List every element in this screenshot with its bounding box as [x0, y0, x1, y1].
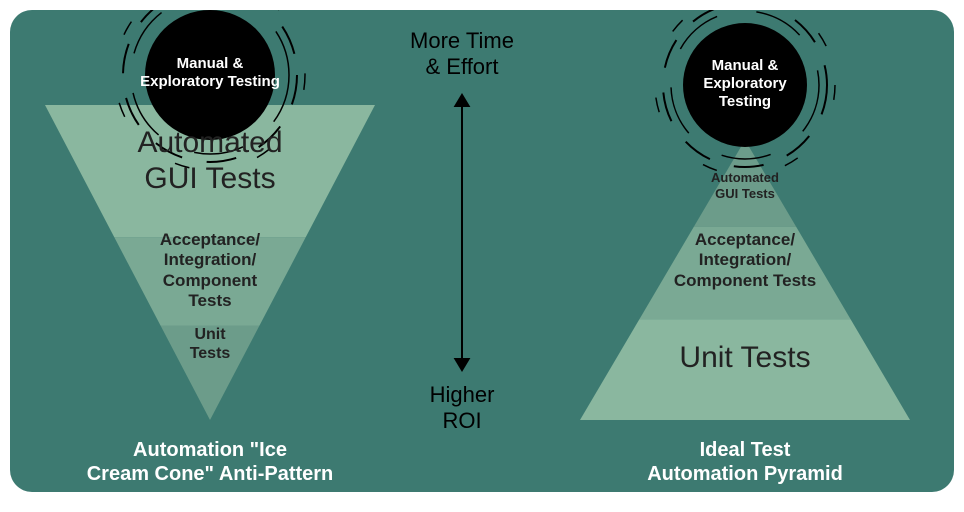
- axis-bottom-label: Higher ROI: [262, 382, 662, 435]
- pyramid-band-label: Acceptance/ Integration/ Component Tests: [545, 230, 945, 291]
- right-caption: Ideal Test Automation Pyramid: [545, 438, 945, 486]
- axis-top-label: More Time & Effort: [262, 28, 662, 81]
- axis-arrow-down: [454, 358, 471, 372]
- left-caption: Automation "Ice Cream Cone" Anti-Pattern: [10, 438, 410, 486]
- pyramid-band-label: Unit Tests: [545, 340, 945, 376]
- cone-band-label: Acceptance/ Integration/ Component Tests: [10, 230, 410, 312]
- scoop-label: Manual & Exploratory Testing: [635, 57, 855, 111]
- axis-arrow-up: [454, 93, 471, 107]
- cone-band-label: Automated GUI Tests: [10, 125, 410, 197]
- cone-band-label: Unit Tests: [10, 325, 410, 363]
- diagram-panel: Manual & Exploratory Testing Automated GU…: [10, 10, 954, 492]
- pyramid-band-label: Automated GUI Tests: [545, 170, 945, 201]
